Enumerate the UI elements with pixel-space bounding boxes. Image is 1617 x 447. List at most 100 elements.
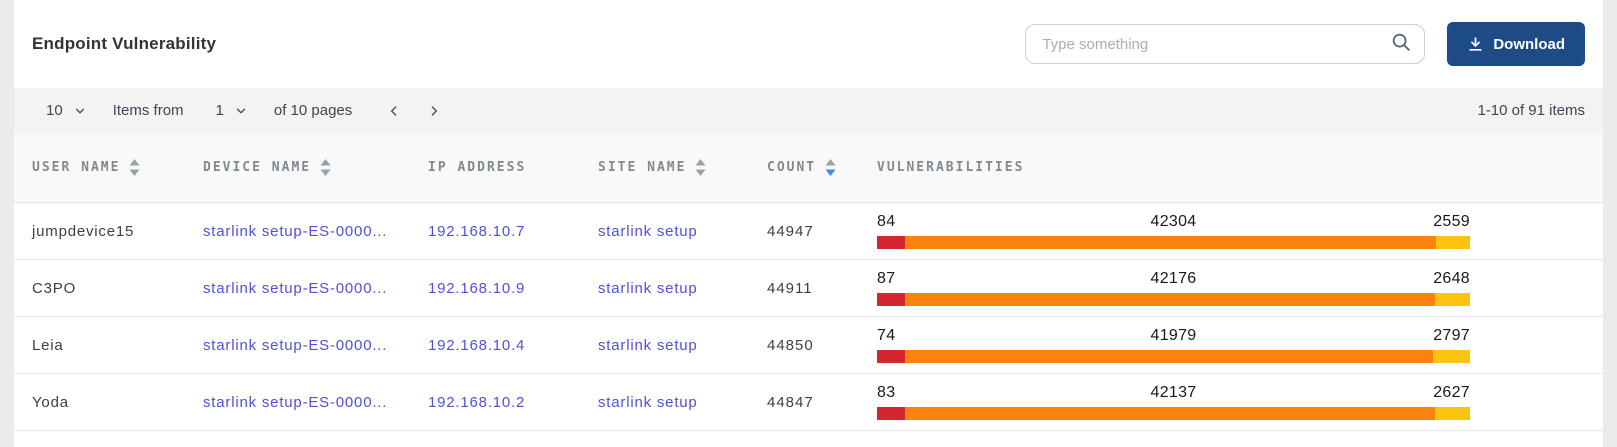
column-header-label: VULNERABILITIES	[877, 160, 1025, 175]
high-bar-segment	[905, 407, 1436, 420]
items-range-label: 1-10 of 91 items	[1477, 102, 1585, 119]
ip-address-link[interactable]: 192.168.10.7	[428, 222, 526, 240]
medium-count-label: 2627	[1433, 384, 1470, 401]
column-header-label: COUNT	[767, 160, 817, 175]
vulnerability-stacked-bar	[877, 407, 1470, 420]
vulnerability-stacked-bar	[877, 236, 1470, 249]
title-bar-actions: Download	[1025, 22, 1585, 66]
sort-icon	[825, 159, 836, 176]
count-cell: 44911	[767, 279, 813, 297]
vulnerabilities-cell: 84 42304 2559	[877, 213, 1470, 249]
chevron-right-icon	[426, 103, 442, 119]
vulnerabilities-cell: 87 42176 2648	[877, 270, 1470, 306]
high-count-label: 41979	[1150, 327, 1197, 344]
device-name-link[interactable]: starlink setup-ES-0000...	[203, 279, 388, 297]
chevron-down-icon	[234, 104, 248, 118]
user-name-cell: Leia	[32, 336, 64, 354]
site-name-link[interactable]: starlink setup	[598, 222, 698, 240]
column-header-user-name[interactable]: USER NAME	[32, 159, 203, 176]
pagination-bar: 10 Items from 1 of 10 pages	[14, 88, 1603, 133]
search-icon[interactable]	[1390, 31, 1412, 58]
vulnerability-stacked-bar	[877, 293, 1470, 306]
medium-bar-segment	[1435, 407, 1470, 420]
download-button-label: Download	[1493, 35, 1565, 53]
sort-icon	[320, 159, 331, 176]
count-cell: 44847	[767, 393, 814, 411]
site-name-link[interactable]: starlink setup	[598, 393, 698, 411]
sort-icon	[695, 159, 706, 176]
critical-count-label: 84	[877, 213, 896, 230]
of-pages-label: of 10 pages	[273, 102, 353, 119]
column-header-device-name[interactable]: DEVICE NAME	[203, 159, 428, 176]
page-number-select[interactable]: 1	[202, 88, 256, 133]
endpoint-table: USER NAME DEVICE NAME IP ADDRESS SITE NAM…	[14, 133, 1603, 431]
ip-address-link[interactable]: 192.168.10.2	[428, 393, 526, 411]
search-box[interactable]	[1025, 24, 1426, 64]
page-title: Endpoint Vulnerability	[32, 34, 217, 53]
medium-bar-segment	[1435, 293, 1470, 306]
medium-count-label: 2797	[1433, 327, 1470, 344]
medium-count-label: 2648	[1433, 270, 1470, 287]
high-count-label: 42304	[1150, 213, 1197, 230]
high-bar-segment	[905, 350, 1433, 363]
count-cell: 44947	[767, 222, 814, 240]
critical-count-label: 83	[877, 384, 896, 401]
table-row: Yoda starlink setup-ES-0000... 192.168.1…	[14, 374, 1603, 431]
column-header-label: USER NAME	[32, 160, 121, 175]
endpoint-vulnerability-card: Endpoint Vulnerability	[14, 0, 1603, 447]
sort-icon	[129, 159, 140, 176]
items-from-label: Items from	[112, 102, 184, 119]
chevron-down-icon	[73, 104, 87, 118]
vulnerabilities-cell: 83 42137 2627	[877, 384, 1470, 420]
ip-address-link[interactable]: 192.168.10.4	[428, 336, 526, 354]
medium-bar-segment	[1436, 236, 1470, 249]
high-bar-segment	[905, 236, 1437, 249]
high-count-label: 42176	[1150, 270, 1197, 287]
critical-count-label: 87	[877, 270, 896, 287]
column-header-site-name[interactable]: SITE NAME	[598, 159, 767, 176]
critical-count-label: 74	[877, 327, 896, 344]
table-body: jumpdevice15 starlink setup-ES-0000... 1…	[14, 203, 1603, 431]
page-size-select[interactable]: 10	[32, 88, 95, 133]
critical-bar-segment	[877, 293, 906, 306]
vulnerability-stacked-bar	[877, 350, 1470, 363]
user-name-cell: Yoda	[32, 393, 69, 411]
device-name-link[interactable]: starlink setup-ES-0000...	[203, 393, 388, 411]
column-header-count[interactable]: COUNT	[767, 159, 877, 176]
table-header-row: USER NAME DEVICE NAME IP ADDRESS SITE NAM…	[14, 133, 1603, 203]
vulnerabilities-cell: 74 41979 2797	[877, 327, 1470, 363]
column-header-label: DEVICE NAME	[203, 160, 312, 175]
critical-bar-segment	[877, 407, 906, 420]
download-button[interactable]: Download	[1447, 22, 1585, 66]
previous-page-button[interactable]	[384, 101, 404, 121]
next-page-button[interactable]	[424, 101, 444, 121]
device-name-link[interactable]: starlink setup-ES-0000...	[203, 222, 388, 240]
count-cell: 44850	[767, 336, 814, 354]
table-row: jumpdevice15 starlink setup-ES-0000... 1…	[14, 203, 1603, 260]
column-header-vulnerabilities: VULNERABILITIES	[877, 160, 1585, 175]
table-row: C3PO starlink setup-ES-0000... 192.168.1…	[14, 260, 1603, 317]
page-arrows	[384, 101, 444, 121]
table-row: Leia starlink setup-ES-0000... 192.168.1…	[14, 317, 1603, 374]
column-header-ip-address: IP ADDRESS	[428, 160, 598, 175]
ip-address-link[interactable]: 192.168.10.9	[428, 279, 526, 297]
high-count-label: 42137	[1150, 384, 1197, 401]
title-bar: Endpoint Vulnerability	[14, 0, 1603, 88]
page-size-value: 10	[46, 102, 63, 119]
column-header-label: IP ADDRESS	[428, 160, 527, 175]
high-bar-segment	[905, 293, 1436, 306]
medium-count-label: 2559	[1433, 213, 1470, 230]
critical-bar-segment	[877, 236, 906, 249]
site-name-link[interactable]: starlink setup	[598, 336, 698, 354]
search-input[interactable]	[1042, 35, 1391, 53]
page-number-value: 1	[215, 102, 224, 119]
chevron-left-icon	[386, 103, 402, 119]
user-name-cell: C3PO	[32, 279, 77, 297]
device-name-link[interactable]: starlink setup-ES-0000...	[203, 336, 388, 354]
site-name-link[interactable]: starlink setup	[598, 279, 698, 297]
critical-bar-segment	[877, 350, 906, 363]
download-icon	[1467, 36, 1484, 53]
user-name-cell: jumpdevice15	[32, 222, 135, 240]
medium-bar-segment	[1433, 350, 1470, 363]
column-header-label: SITE NAME	[598, 160, 687, 175]
